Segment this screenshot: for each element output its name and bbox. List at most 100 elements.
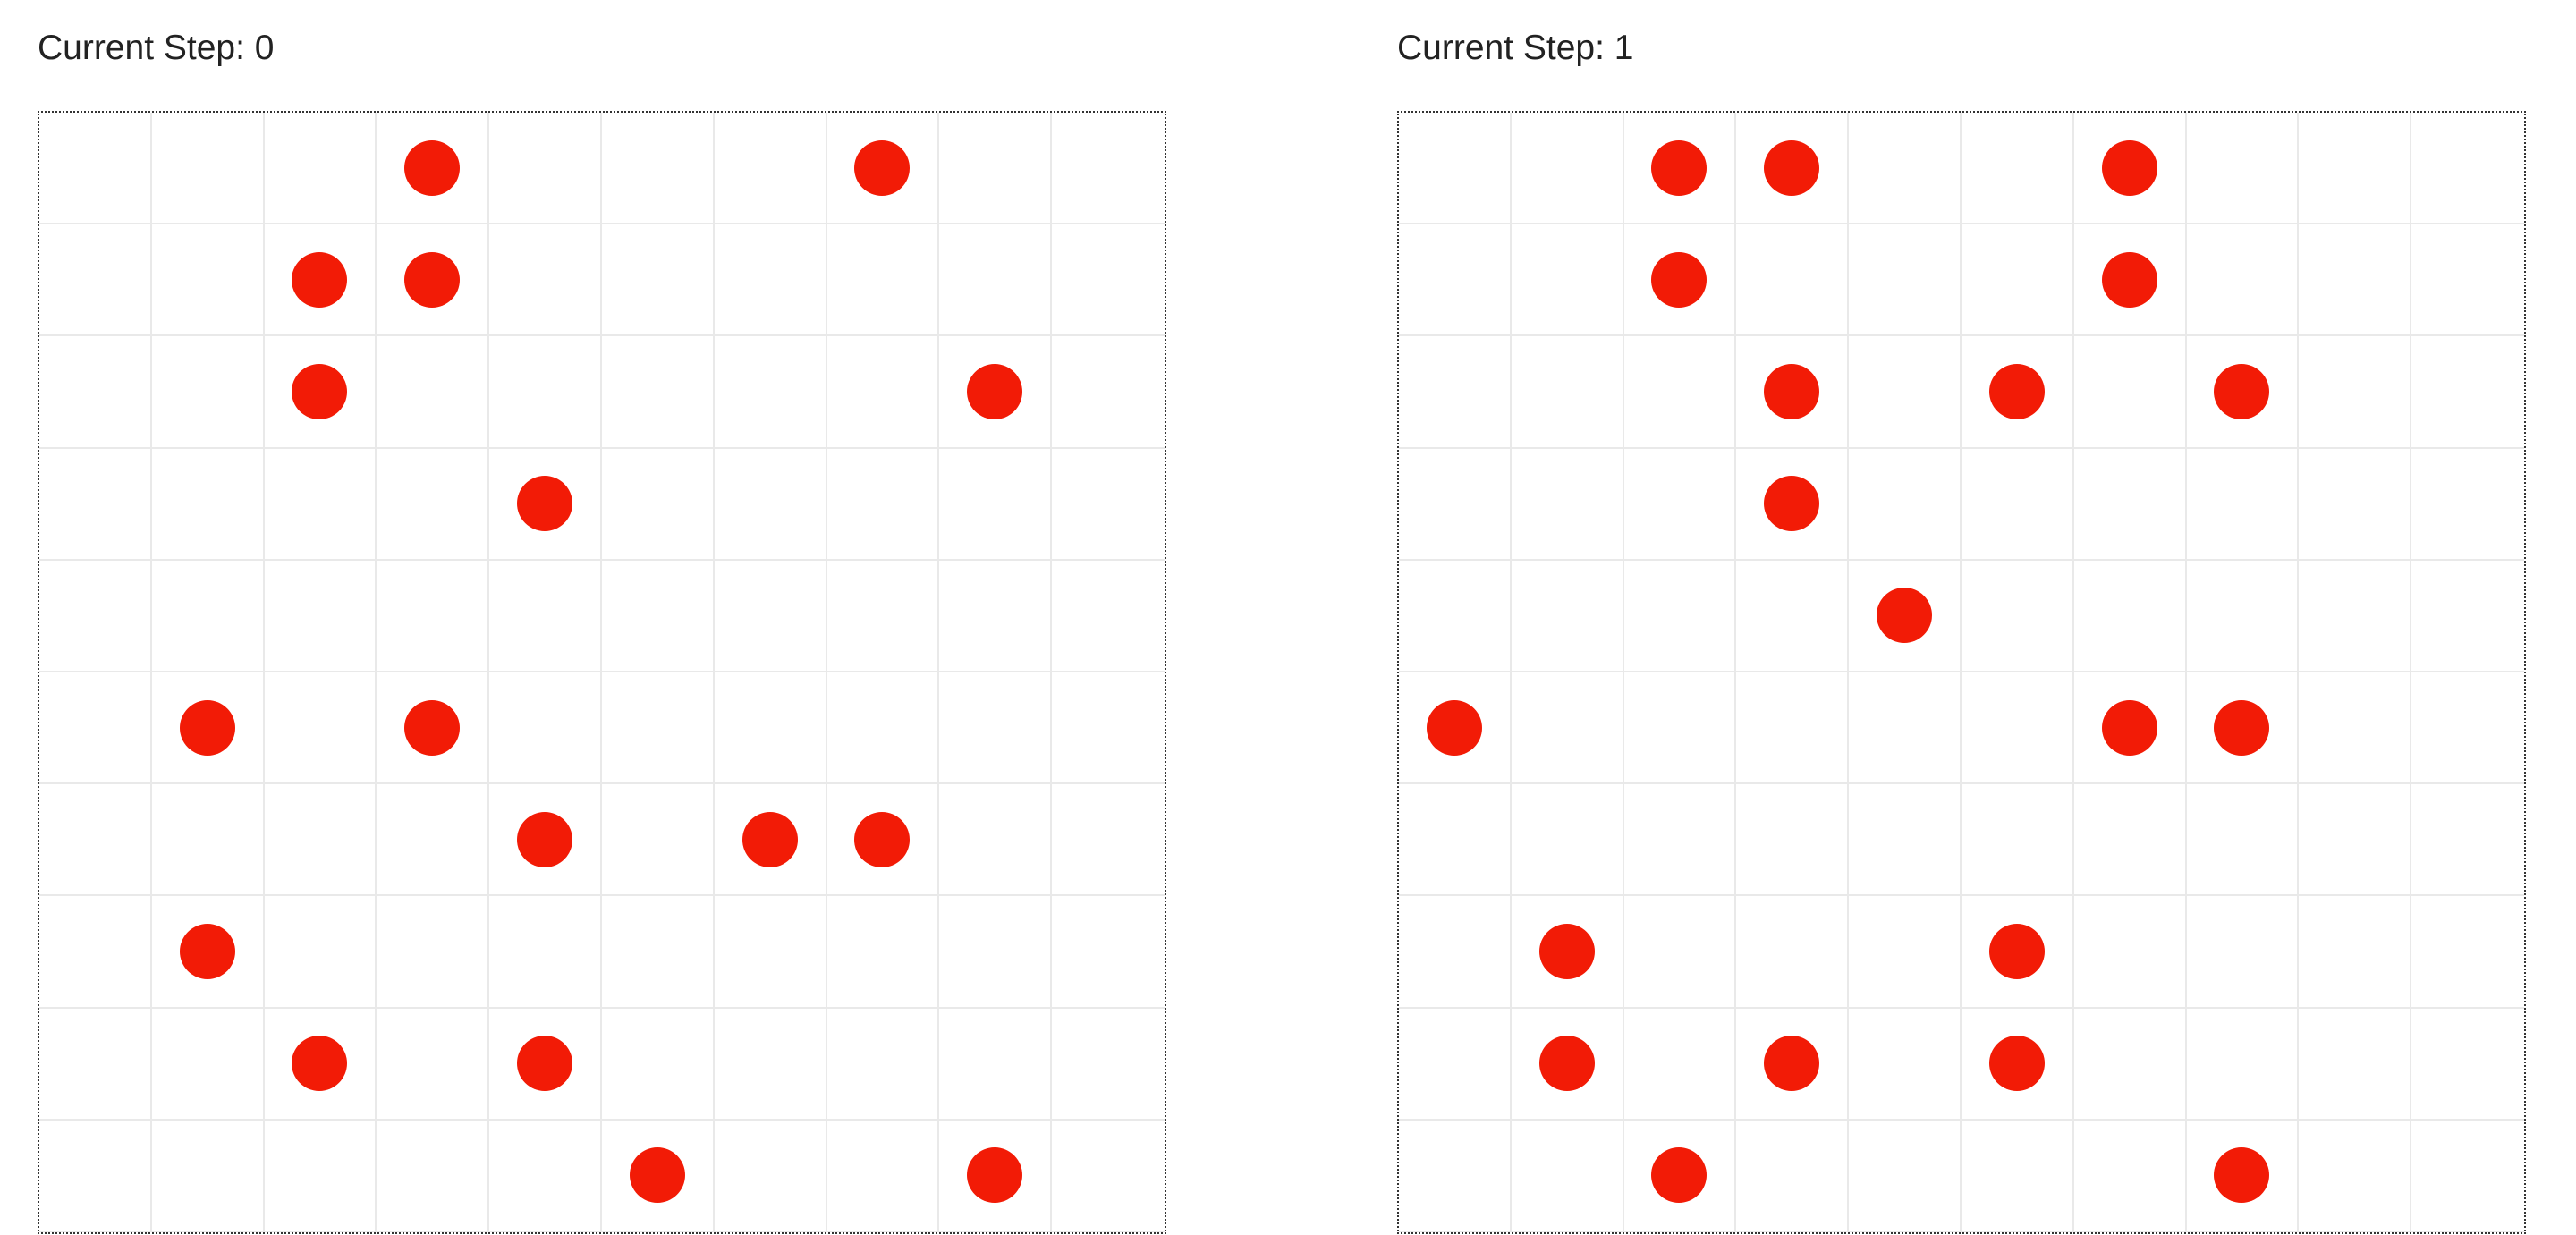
- grid-cell: [489, 224, 602, 337]
- grid-cell: [2411, 113, 2524, 225]
- grid-cell: [2073, 1120, 2187, 1232]
- grid-cell: [602, 224, 715, 337]
- grid-cell: [1849, 224, 1962, 337]
- agent-dot: [1651, 140, 1707, 196]
- grid-cell: [39, 336, 152, 449]
- grid-cell: [39, 1008, 152, 1121]
- grid-cell: [714, 1008, 827, 1121]
- grid-cell: [151, 560, 265, 672]
- grid-cell: [39, 448, 152, 561]
- grid-cell: [489, 113, 602, 225]
- grid-cell: [826, 1120, 940, 1232]
- grid-cell: [2411, 672, 2524, 785]
- agent-dot: [1764, 1036, 1820, 1092]
- grid-cell: [714, 672, 827, 785]
- grid-cell: [1052, 561, 1165, 672]
- grid-cell: [1736, 1008, 1850, 1121]
- grid-cell: [1511, 1008, 1624, 1121]
- grid-cell: [489, 560, 602, 672]
- grid-cell: [602, 560, 715, 672]
- grid-cell: [826, 336, 940, 449]
- grid-cell: [151, 336, 265, 449]
- grid-cell: [714, 336, 827, 449]
- grid-cell: [2073, 784, 2187, 897]
- grid-cell: [1962, 560, 2074, 672]
- grid-cell: [1962, 448, 2074, 561]
- grid-cell: [602, 448, 715, 561]
- grid-cell: [1736, 113, 1850, 225]
- grid-cell: [1962, 784, 2074, 897]
- grid-cell: [1623, 224, 1737, 337]
- grid-cell: [602, 784, 715, 897]
- grid-cell: [1623, 113, 1737, 225]
- grid-cell: [1399, 1008, 1512, 1121]
- grid-cell: [39, 224, 152, 337]
- grid-cell: [1399, 560, 1512, 672]
- grid-cell: [2073, 672, 2187, 785]
- grid-cell: [1849, 1008, 1962, 1121]
- grid-cell: [1399, 113, 1512, 225]
- grid-cell: [1623, 336, 1737, 449]
- grid-cell: [1052, 224, 1165, 337]
- grid-cell: [714, 896, 827, 1009]
- agent-dot: [179, 699, 235, 756]
- grid-cell: [377, 560, 490, 672]
- grid-cell: [377, 224, 490, 337]
- agent-dot: [1764, 140, 1820, 196]
- grid-cell: [939, 1008, 1053, 1121]
- grid-cell: [1052, 672, 1165, 785]
- grid-cell: [2073, 113, 2187, 225]
- grid-cell: [2073, 1008, 2187, 1121]
- grid-cell: [2299, 896, 2412, 1009]
- grid-cell: [264, 448, 377, 561]
- grid-cell: [489, 672, 602, 785]
- grid-cell: [264, 1120, 377, 1232]
- grid-cell: [1511, 336, 1624, 449]
- agent-dot: [292, 251, 348, 308]
- grid-cell: [1399, 1120, 1512, 1232]
- grid-cell: [826, 113, 940, 225]
- agent-dot: [2214, 699, 2270, 756]
- grid-cell: [826, 672, 940, 785]
- grid-cell: [939, 336, 1053, 449]
- grid-cell: [1052, 336, 1165, 449]
- grid-cell: [39, 896, 152, 1009]
- grid-cell: [714, 448, 827, 561]
- grid-cell: [1849, 896, 1962, 1009]
- grid-cell: [2186, 448, 2300, 561]
- grid-cell: [1849, 560, 1962, 672]
- grid-cell: [2411, 1009, 2524, 1121]
- agent-dot: [1877, 588, 1933, 644]
- grid-cell: [2186, 1120, 2300, 1232]
- grid-cell: [1962, 1008, 2074, 1121]
- grid-cell: [151, 113, 265, 225]
- grid-cell: [1052, 113, 1165, 225]
- agent-dot: [404, 699, 461, 756]
- grid-cell: [1849, 336, 1962, 449]
- simulation-grid: [1397, 111, 2526, 1234]
- grid-cell: [2186, 784, 2300, 897]
- grid-cell: [714, 1120, 827, 1232]
- grid-cell: [826, 224, 940, 337]
- grid-cell: [2411, 896, 2524, 1009]
- grid-cell: [714, 113, 827, 225]
- grid-cell: [1399, 672, 1512, 785]
- grid-cell: [1511, 1120, 1624, 1232]
- grid-cell: [2299, 784, 2412, 897]
- grid-cell: [1962, 224, 2074, 337]
- grid-cell: [1511, 784, 1624, 897]
- grid-cell: [1849, 784, 1962, 897]
- agent-dot: [1764, 476, 1820, 532]
- grid-cell: [714, 560, 827, 672]
- grid-cell: [939, 896, 1053, 1009]
- grid-cell: [2411, 1121, 2524, 1232]
- grid-cell: [1623, 1120, 1737, 1232]
- grid-cell: [826, 784, 940, 897]
- grid-cell: [1623, 560, 1737, 672]
- grid-cell: [1623, 1008, 1737, 1121]
- agent-dot: [2101, 699, 2157, 756]
- grid-cell: [826, 1008, 940, 1121]
- grid-cell: [377, 1120, 490, 1232]
- grid-cell: [1849, 448, 1962, 561]
- grid-cell: [1399, 224, 1512, 337]
